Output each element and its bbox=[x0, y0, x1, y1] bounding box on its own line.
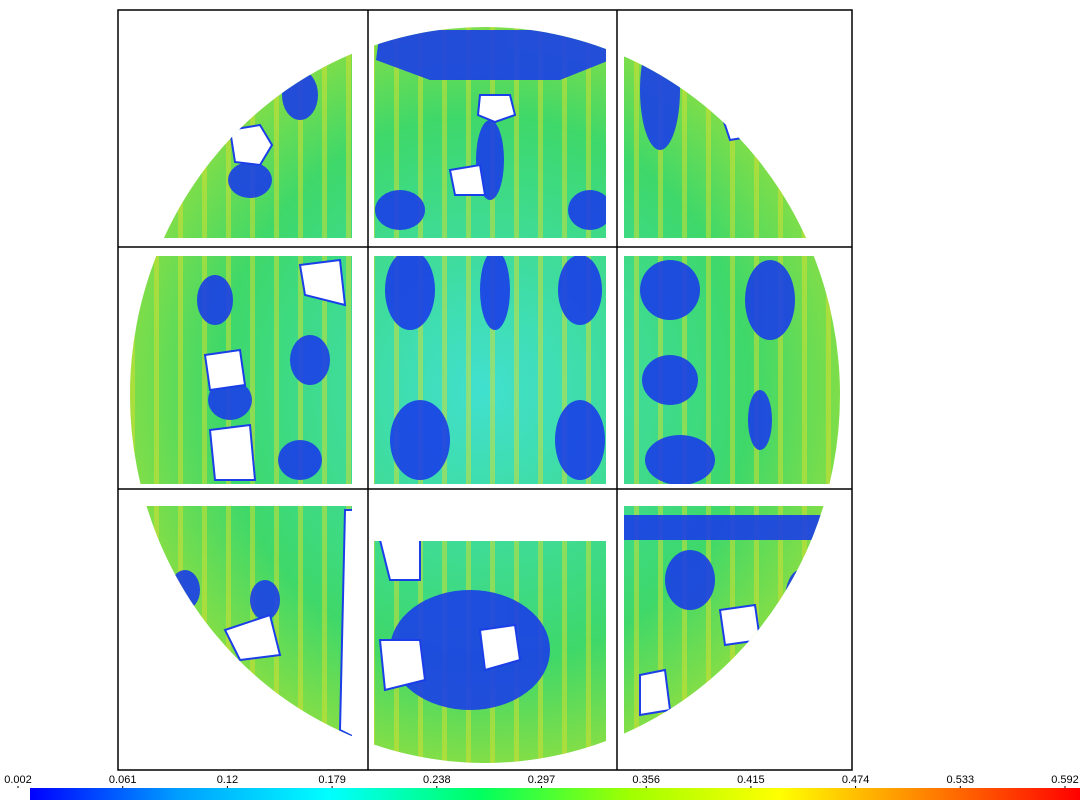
colorbar-tick-label: 0.002 bbox=[4, 774, 32, 786]
colorbar-tick-label: 0.474 bbox=[842, 774, 870, 786]
colorbar-tick-label: 0.061 bbox=[109, 774, 137, 786]
colorbar-tick-label: 0.415 bbox=[737, 774, 765, 786]
colorbar-tick-label: 0.533 bbox=[947, 774, 975, 786]
colorbar-tick-label: 0.356 bbox=[632, 774, 660, 786]
colorbar bbox=[30, 788, 1080, 800]
flow-panels bbox=[118, 10, 852, 770]
colorbar-tick-label: 0.179 bbox=[318, 774, 346, 786]
colorbar-tick-label: 0.12 bbox=[217, 774, 238, 786]
colorbar-tick-label: 0.238 bbox=[423, 774, 451, 786]
colorbar-tick-label: 0.592 bbox=[1051, 774, 1079, 786]
colorbar-tick-label: 0.297 bbox=[528, 774, 556, 786]
figure: 0.002 0.061 0.12 0.179 0.238 0.297 0.356 0.415 0… bbox=[0, 0, 1083, 801]
